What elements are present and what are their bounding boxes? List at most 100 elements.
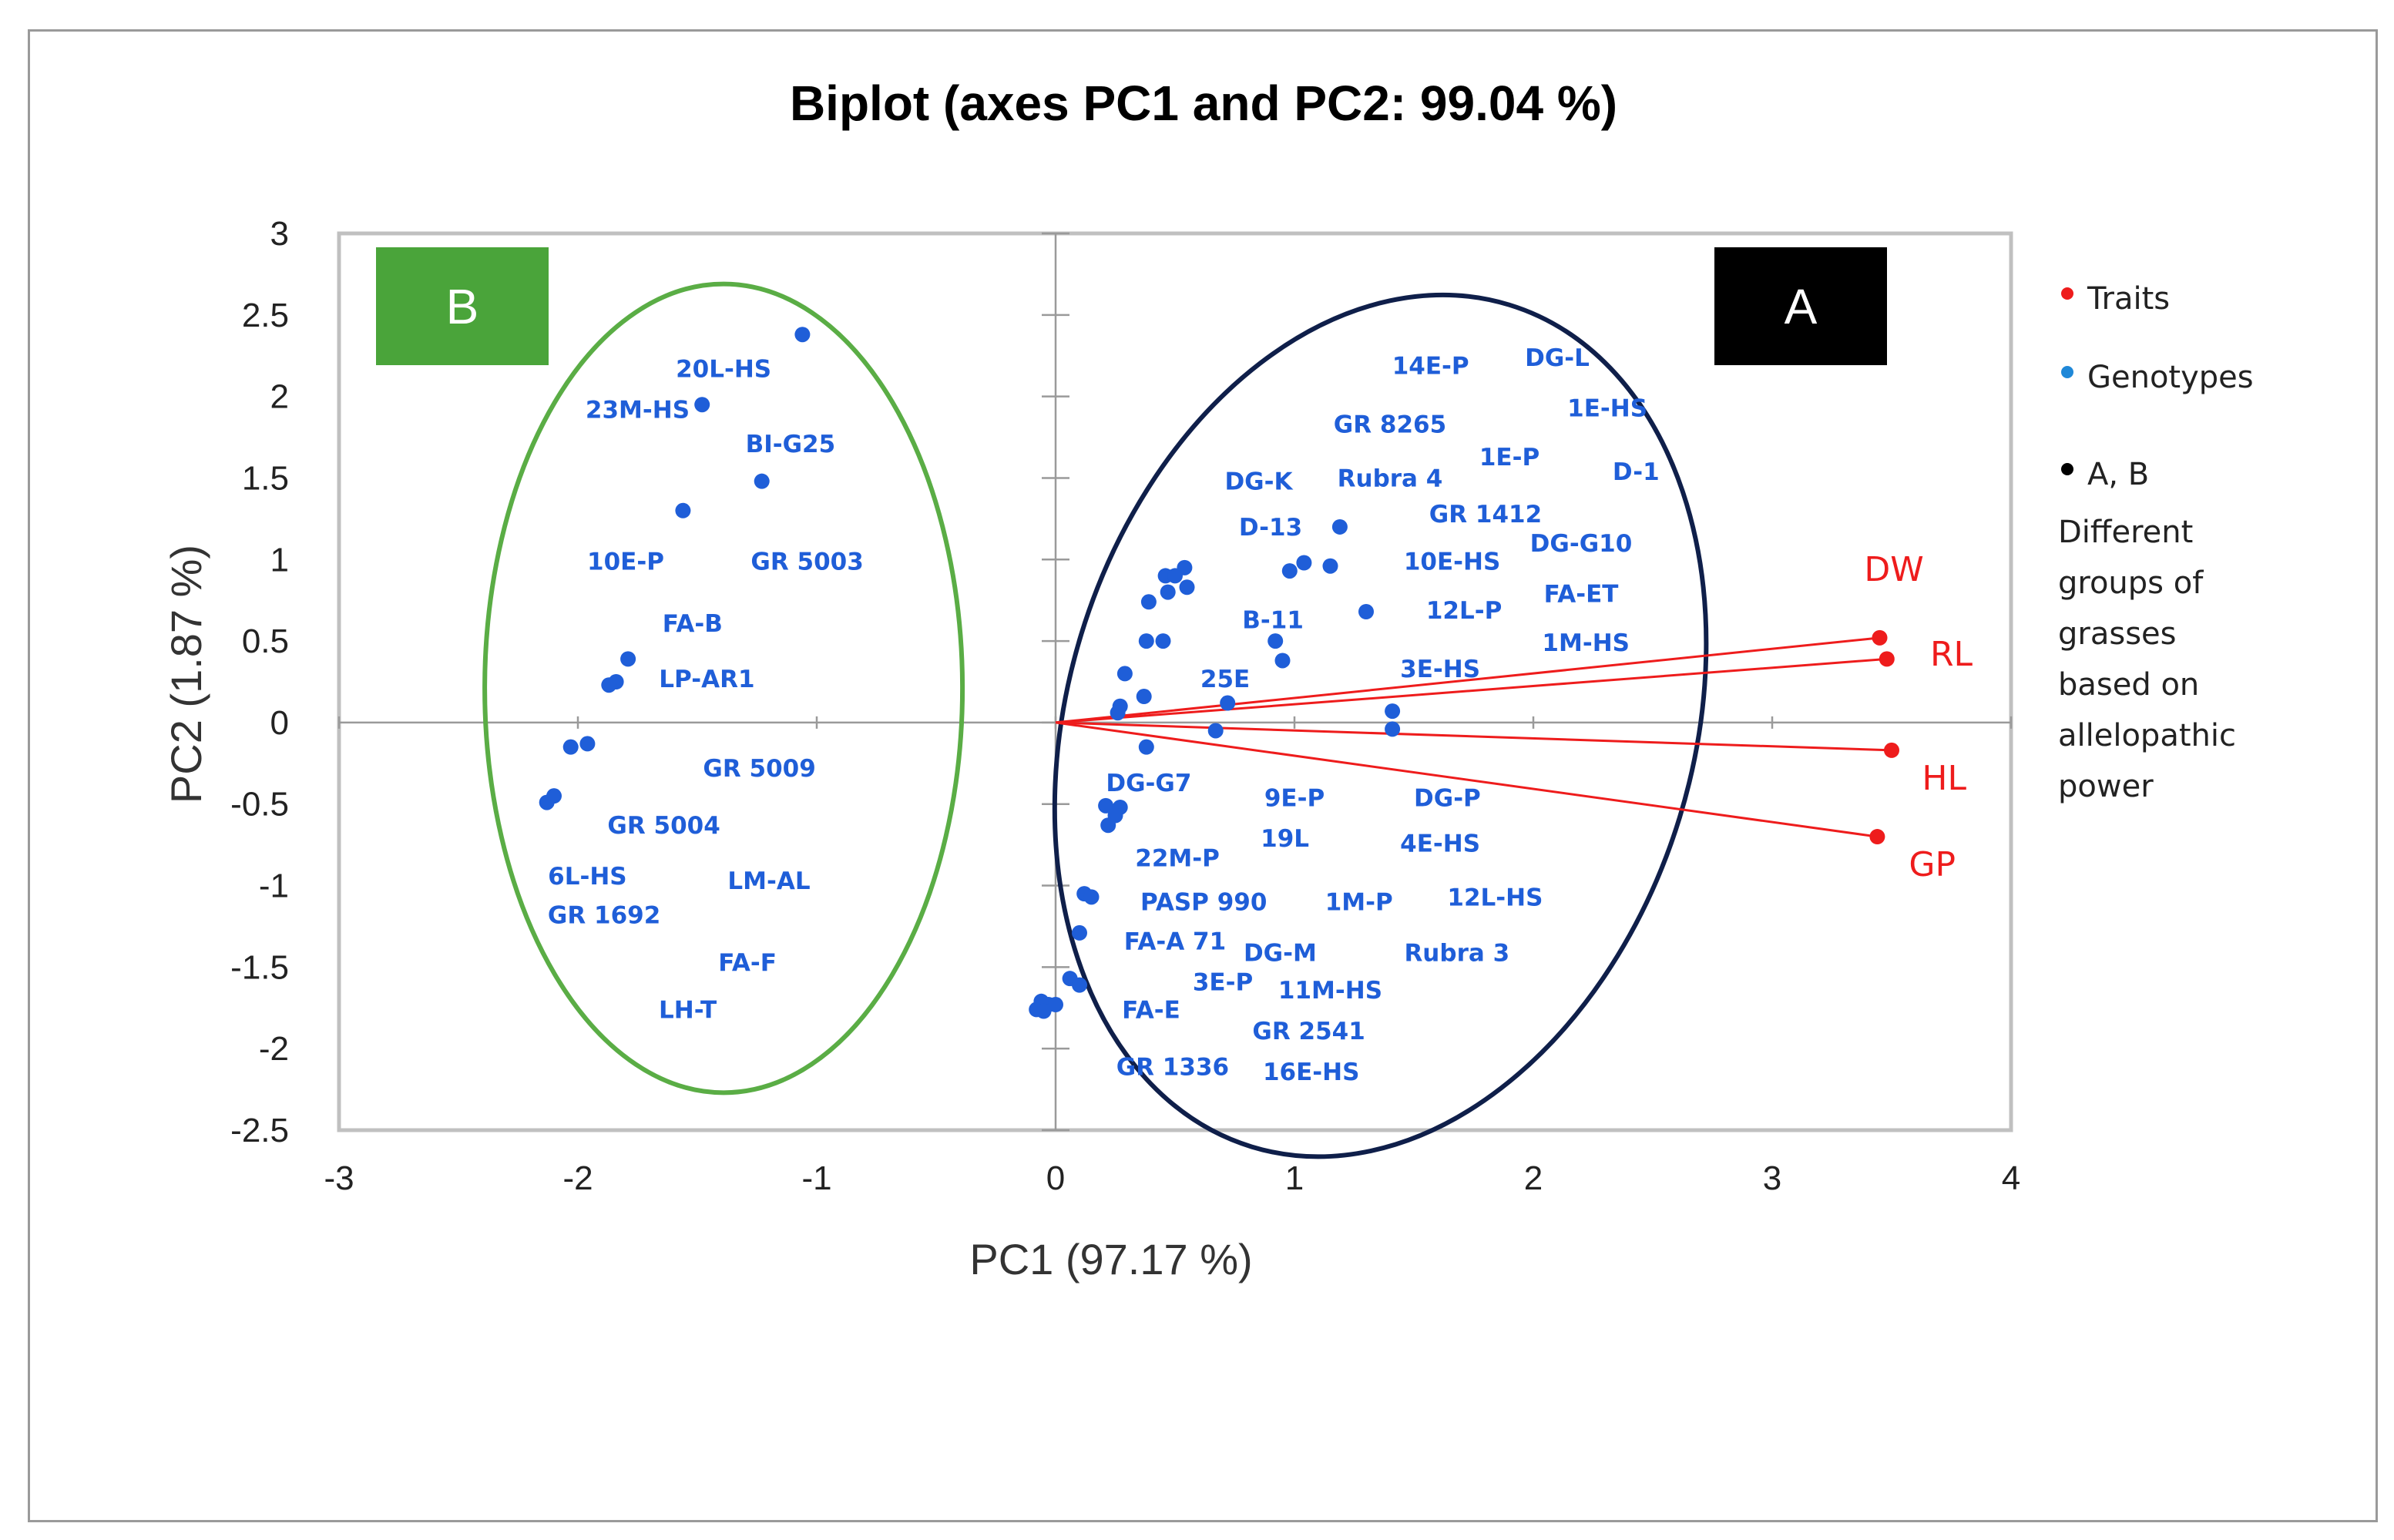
legend-marker (2061, 366, 2073, 378)
genotype-point (539, 794, 555, 810)
y-tick-label: 1.5 (242, 459, 289, 497)
genotype-label: D-13 (1239, 514, 1302, 542)
genotype-label: 20L-HS (676, 356, 771, 384)
genotype-label: DG-K (1224, 468, 1293, 496)
genotype-label: 12L-P (1426, 597, 1502, 625)
legend-note-line: grasses (2058, 616, 2176, 652)
genotype-point (1110, 705, 1126, 721)
trait-point-hl (1884, 742, 1899, 758)
genotype-labels: 20L-HS 23M-HS BI-G25 10E-P GR 5003 FA-B LP-AR1… (548, 344, 1660, 1086)
x-tick-label: 4 (2002, 1159, 2020, 1197)
genotype-points (539, 327, 1401, 1019)
genotype-point (1207, 723, 1224, 739)
genotype-point (1048, 997, 1063, 1013)
genotype-point (1268, 633, 1284, 649)
genotype-label: 11M-HS (1278, 977, 1382, 1005)
genotype-point (1138, 633, 1154, 649)
legend: Traits Genotypes A, B Different groups of gra… (2058, 281, 2254, 804)
trait-vector-rl (1055, 657, 1887, 724)
genotype-point (1098, 797, 1114, 814)
legend-marker (2061, 463, 2073, 475)
x-tick-label: 0 (1046, 1159, 1065, 1197)
trait-vectors: DW RL HL GP (1055, 550, 1973, 884)
y-axis-title: PC2 (1.87 %) (162, 545, 210, 804)
legend-note-line: power (2058, 769, 2154, 804)
axes-layer: -3 -2 -1 0 1 2 3 4 3 2.5 2 1.5 1 0.5 0 -0.5 -1 -1.5 -2 -2.5 (230, 215, 2020, 1197)
y-tick-label: 0.5 (242, 622, 289, 660)
y-tick-label: 2.5 (242, 297, 289, 334)
genotype-label: DG-M (1244, 939, 1317, 967)
trait-vector-gp (1055, 721, 1878, 838)
genotype-label: 12L-HS (1447, 884, 1543, 911)
genotype-label: GR 5003 (750, 548, 863, 575)
genotype-point (1116, 666, 1133, 682)
genotype-label: D-1 (1613, 458, 1660, 486)
legend-note-line: Different (2058, 515, 2193, 550)
genotype-point (1331, 518, 1348, 535)
group-box-b (376, 247, 549, 365)
genotype-label: LH-T (659, 996, 717, 1024)
genotype-point (1281, 563, 1298, 579)
x-tick-label: 1 (1285, 1159, 1304, 1197)
group-ellipse-a (1052, 292, 1709, 1159)
x-axis-title: PC1 (97.17 %) (969, 1235, 1252, 1283)
group-boxes: AB (376, 247, 1887, 365)
genotype-label: DG-L (1525, 344, 1590, 372)
trait-vector-hl (1055, 721, 1892, 752)
trait-point-rl (1879, 651, 1895, 667)
genotype-label: Rubra 3 (1404, 939, 1509, 967)
genotype-label: 14E-P (1392, 352, 1469, 380)
trait-label-rl: RL (1930, 635, 1973, 674)
genotype-label: FA-ET (1544, 581, 1619, 609)
trait-label-gp: GP (1909, 845, 1956, 884)
trait-point-gp (1869, 829, 1885, 845)
genotype-label: GR 1692 (548, 902, 660, 930)
legend-note-line: groups of (2058, 565, 2204, 601)
genotype-point (1138, 739, 1154, 755)
group-box-letter-a: A (1785, 279, 1818, 334)
genotype-point (1179, 579, 1195, 596)
genotype-label: FA-A 71 (1124, 928, 1226, 956)
genotype-label: BI-G25 (746, 431, 836, 458)
genotype-label: B-11 (1242, 607, 1304, 635)
genotype-point (1036, 1003, 1052, 1019)
genotype-label: FA-B (663, 610, 723, 638)
y-tick-label: -1 (259, 867, 289, 905)
genotype-point (1322, 558, 1338, 574)
genotype-point (1296, 555, 1312, 571)
legend-note-line: allelopathic (2058, 718, 2236, 753)
genotype-point (1083, 889, 1100, 905)
trait-label-dw: DW (1864, 550, 1923, 589)
genotype-label: GR 1336 (1116, 1053, 1229, 1081)
genotype-point (1140, 594, 1157, 610)
legend-label: Genotypes (2087, 360, 2254, 395)
genotype-point (1072, 977, 1087, 993)
genotype-point (754, 473, 770, 489)
genotype-point (1136, 689, 1152, 705)
trait-vector-dw (1055, 636, 1880, 724)
genotype-label: 1E-P (1479, 444, 1539, 471)
genotype-point (1100, 817, 1116, 834)
genotype-label: LP-AR1 (659, 666, 754, 693)
y-tick-label: -1.5 (230, 948, 289, 986)
y-tick-label: -2 (259, 1030, 289, 1068)
genotype-label: LM-AL (727, 867, 810, 895)
genotype-label: 3E-HS (1400, 656, 1480, 683)
genotype-label: 23M-HS (586, 397, 690, 424)
genotype-label: DG-G10 (1530, 530, 1633, 558)
genotype-point (1072, 924, 1087, 941)
x-tick-label: 3 (1763, 1159, 1781, 1197)
genotype-label: GR 8265 (1334, 411, 1446, 439)
group-ellipse-b (482, 281, 965, 1095)
x-tick-label: -1 (801, 1159, 831, 1197)
genotype-point (1220, 695, 1236, 711)
trait-point-dw (1872, 629, 1888, 646)
genotype-label: 6L-HS (548, 863, 626, 891)
genotype-label: 3E-P (1193, 968, 1253, 996)
y-tick-label: -0.5 (230, 786, 289, 824)
y-tick-label: 2 (270, 378, 289, 416)
genotype-label: 19L (1261, 825, 1309, 853)
group-box-letter-b: B (446, 279, 479, 334)
genotype-point (579, 736, 596, 752)
genotype-point (1155, 633, 1171, 649)
